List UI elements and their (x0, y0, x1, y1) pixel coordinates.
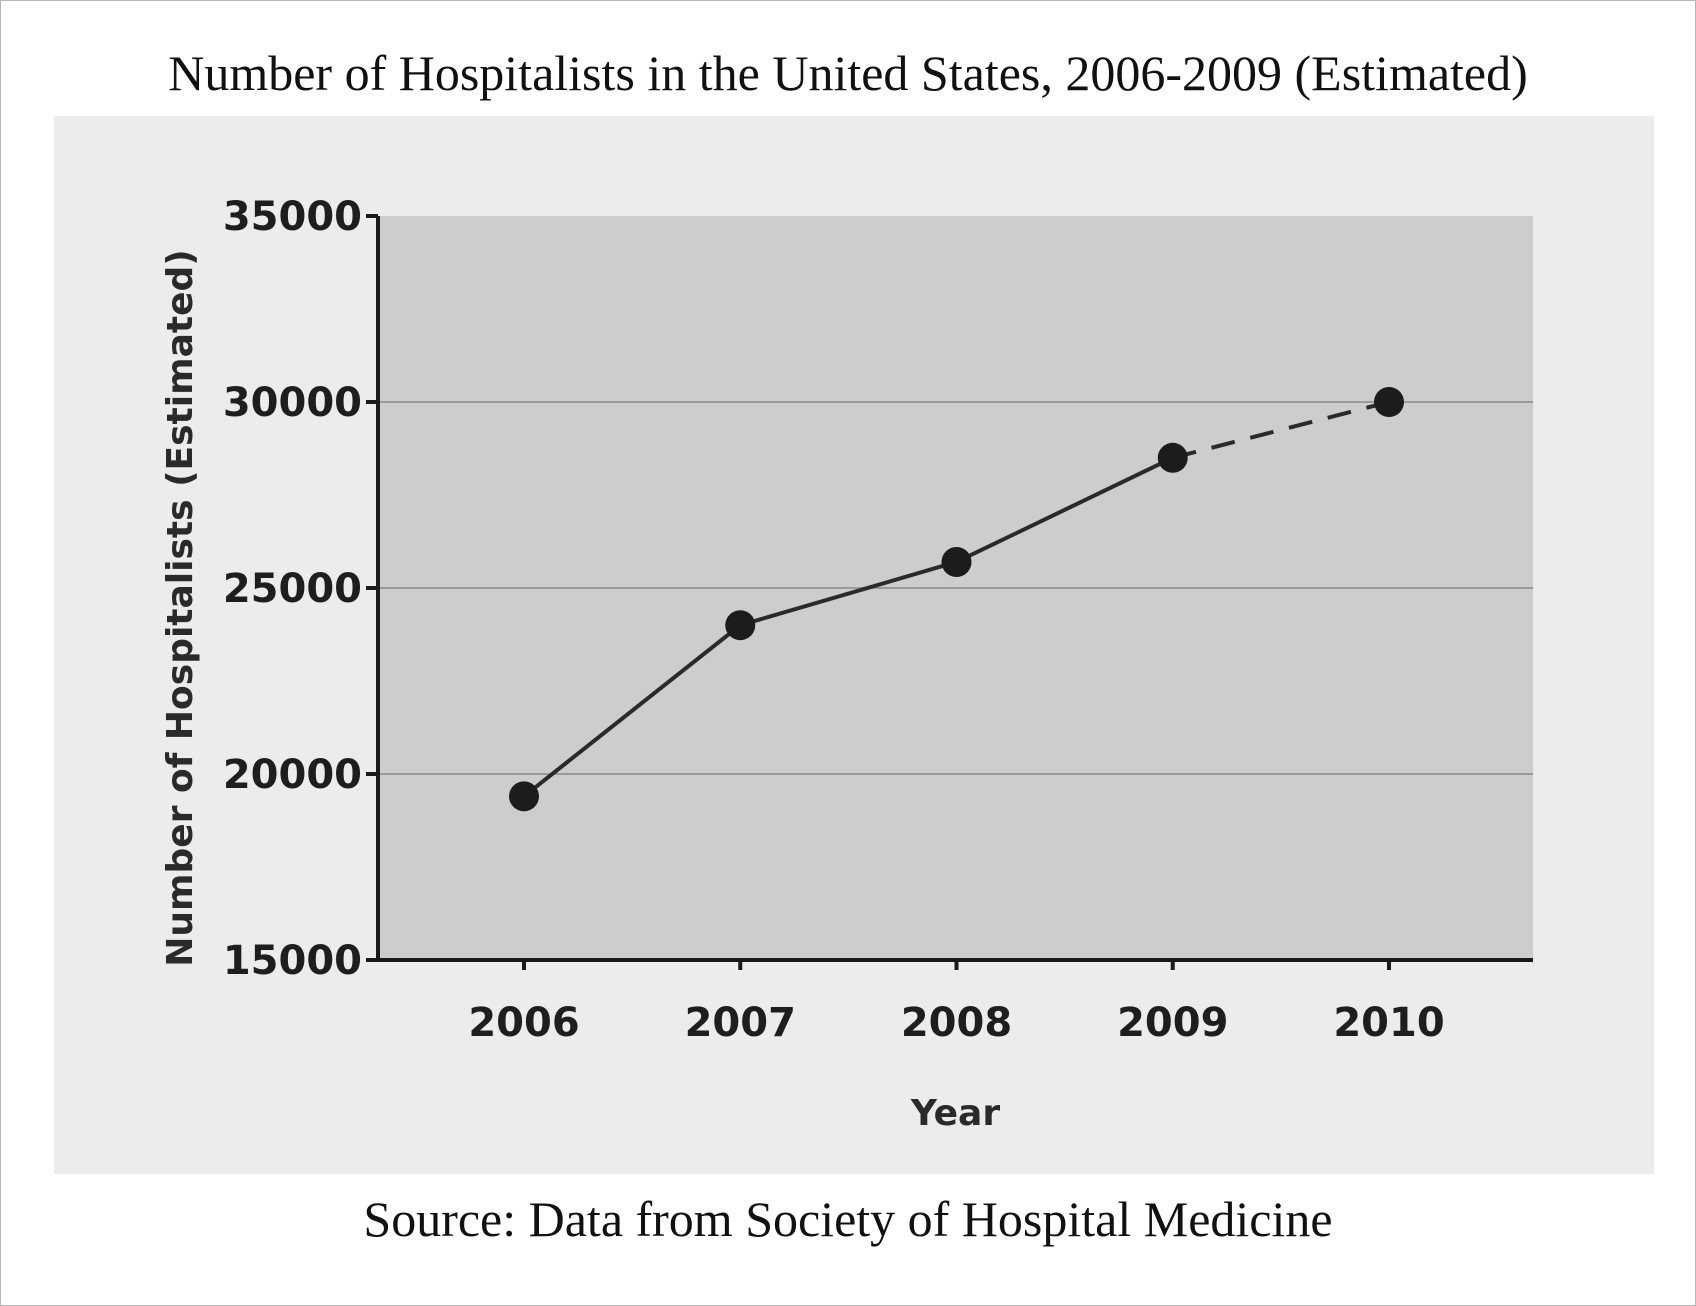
data-point-2007 (725, 610, 756, 641)
x-tick-labels: 2006 2007 2008 2009 2010 (468, 1000, 1444, 1046)
series-layer (509, 387, 1404, 812)
x-tick-label-2006: 2006 (468, 1000, 579, 1046)
y-tick-label-15000: 15000 (223, 938, 362, 984)
data-point-2006 (509, 781, 539, 812)
series-line-solid (522, 455, 1174, 798)
data-point-2009 (1157, 442, 1188, 473)
x-tick-label-2009: 2009 (1117, 1000, 1228, 1046)
y-tick-label-30000: 30000 (223, 380, 362, 426)
y-tick-label-25000: 25000 (223, 566, 362, 612)
source-caption: Source: Data from Society of Hospital Me… (363, 1191, 1333, 1247)
y-tick-label-20000: 20000 (223, 752, 362, 798)
data-point-2010 (1374, 387, 1404, 417)
chart-title: Number of Hospitalists in the United Sta… (168, 45, 1528, 101)
x-axis-title: Year (910, 1093, 1000, 1134)
data-point-2008 (941, 546, 972, 577)
x-tick-label-2007: 2007 (685, 1000, 796, 1046)
y-tick-labels: 15000 20000 25000 30000 35000 (223, 194, 362, 984)
x-tick-label-2010: 2010 (1333, 1000, 1444, 1046)
y-axis-title: Number of Hospitalists (Estimated) (160, 249, 201, 967)
y-tick-label-35000: 35000 (223, 194, 362, 240)
gridlines (378, 401, 1533, 775)
x-tick-label-2008: 2008 (901, 1000, 1012, 1046)
axes (366, 214, 1533, 970)
